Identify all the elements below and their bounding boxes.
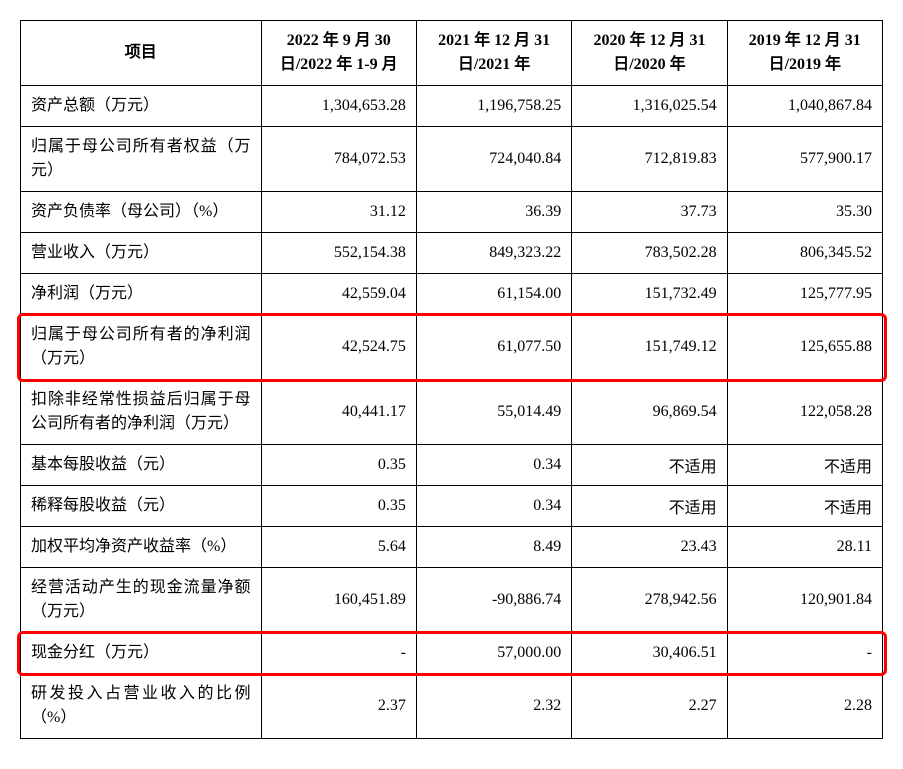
- header-period-2020: 2020 年 12 月 31 日/2020 年: [572, 21, 727, 86]
- row-value: 23.43: [572, 527, 727, 568]
- row-label: 归属于母公司所有者权益（万元）: [21, 127, 262, 192]
- row-value: 0.34: [416, 486, 571, 527]
- header-period-2019: 2019 年 12 月 31 日/2019 年: [727, 21, 882, 86]
- row-value: 不适用: [727, 486, 882, 527]
- row-value: 30,406.51: [572, 633, 727, 674]
- row-value: 不适用: [727, 445, 882, 486]
- row-value: 96,869.54: [572, 380, 727, 445]
- row-label: 稀释每股收益（元）: [21, 486, 262, 527]
- row-value: 31.12: [261, 192, 416, 233]
- table-row: 归属于母公司所有者的净利润（万元） 42,524.75 61,077.50 15…: [21, 315, 883, 380]
- row-value: -90,886.74: [416, 568, 571, 633]
- row-value: 1,316,025.54: [572, 86, 727, 127]
- row-value: 151,749.12: [572, 315, 727, 380]
- row-value: 0.34: [416, 445, 571, 486]
- row-value: -: [727, 633, 882, 674]
- row-value: 36.39: [416, 192, 571, 233]
- header-row: 项目 2022 年 9 月 30 日/2022 年 1-9 月 2021 年 1…: [21, 21, 883, 86]
- row-value: 0.35: [261, 445, 416, 486]
- table-row: 资产负债率（母公司）（%） 31.12 36.39 37.73 35.30: [21, 192, 883, 233]
- row-value: 120,901.84: [727, 568, 882, 633]
- table-row: 归属于母公司所有者权益（万元） 784,072.53 724,040.84 71…: [21, 127, 883, 192]
- table-row: 扣除非经常性损益后归属于母公司所有者的净利润（万元） 40,441.17 55,…: [21, 380, 883, 445]
- row-value: 1,040,867.84: [727, 86, 882, 127]
- row-value: 278,942.56: [572, 568, 727, 633]
- row-value: 37.73: [572, 192, 727, 233]
- row-label: 资产总额（万元）: [21, 86, 262, 127]
- row-value: 160,451.89: [261, 568, 416, 633]
- table-row: 加权平均净资产收益率（%） 5.64 8.49 23.43 28.11: [21, 527, 883, 568]
- header-period-2022: 2022 年 9 月 30 日/2022 年 1-9 月: [261, 21, 416, 86]
- row-value: 125,777.95: [727, 274, 882, 315]
- row-value: 40,441.17: [261, 380, 416, 445]
- row-value: 61,077.50: [416, 315, 571, 380]
- row-value: 2.32: [416, 674, 571, 739]
- row-label: 基本每股收益（元）: [21, 445, 262, 486]
- row-value: 35.30: [727, 192, 882, 233]
- row-value: 1,304,653.28: [261, 86, 416, 127]
- row-label: 经营活动产生的现金流量净额（万元）: [21, 568, 262, 633]
- table-body: 资产总额（万元） 1,304,653.28 1,196,758.25 1,316…: [21, 86, 883, 739]
- row-value: 724,040.84: [416, 127, 571, 192]
- row-label: 资产负债率（母公司）（%）: [21, 192, 262, 233]
- row-label: 营业收入（万元）: [21, 233, 262, 274]
- table-row: 营业收入（万元） 552,154.38 849,323.22 783,502.2…: [21, 233, 883, 274]
- row-value: 784,072.53: [261, 127, 416, 192]
- header-period-2021: 2021 年 12 月 31 日/2021 年: [416, 21, 571, 86]
- row-label: 加权平均净资产收益率（%）: [21, 527, 262, 568]
- row-value: 712,819.83: [572, 127, 727, 192]
- row-value: 552,154.38: [261, 233, 416, 274]
- financial-table: 项目 2022 年 9 月 30 日/2022 年 1-9 月 2021 年 1…: [20, 20, 883, 739]
- row-value: 不适用: [572, 445, 727, 486]
- row-value: 783,502.28: [572, 233, 727, 274]
- row-value: 577,900.17: [727, 127, 882, 192]
- row-value: 42,524.75: [261, 315, 416, 380]
- table-row: 现金分红（万元） - 57,000.00 30,406.51 -: [21, 633, 883, 674]
- row-value: 125,655.88: [727, 315, 882, 380]
- row-value: 806,345.52: [727, 233, 882, 274]
- row-label: 归属于母公司所有者的净利润（万元）: [21, 315, 262, 380]
- row-value: 122,058.28: [727, 380, 882, 445]
- row-label: 净利润（万元）: [21, 274, 262, 315]
- row-value: 不适用: [572, 486, 727, 527]
- row-label: 研发投入占营业收入的比例（%）: [21, 674, 262, 739]
- row-value: 849,323.22: [416, 233, 571, 274]
- row-value: 2.27: [572, 674, 727, 739]
- row-value: 151,732.49: [572, 274, 727, 315]
- table-row: 资产总额（万元） 1,304,653.28 1,196,758.25 1,316…: [21, 86, 883, 127]
- row-value: -: [261, 633, 416, 674]
- row-value: 2.37: [261, 674, 416, 739]
- header-item: 项目: [21, 21, 262, 86]
- table-row: 经营活动产生的现金流量净额（万元） 160,451.89 -90,886.74 …: [21, 568, 883, 633]
- row-value: 61,154.00: [416, 274, 571, 315]
- row-value: 28.11: [727, 527, 882, 568]
- table-row: 稀释每股收益（元） 0.35 0.34 不适用 不适用: [21, 486, 883, 527]
- row-value: 0.35: [261, 486, 416, 527]
- row-value: 1,196,758.25: [416, 86, 571, 127]
- row-value: 42,559.04: [261, 274, 416, 315]
- row-value: 57,000.00: [416, 633, 571, 674]
- row-value: 8.49: [416, 527, 571, 568]
- row-value: 55,014.49: [416, 380, 571, 445]
- table-row: 研发投入占营业收入的比例（%） 2.37 2.32 2.27 2.28: [21, 674, 883, 739]
- row-value: 2.28: [727, 674, 882, 739]
- row-value: 5.64: [261, 527, 416, 568]
- table-row: 净利润（万元） 42,559.04 61,154.00 151,732.49 1…: [21, 274, 883, 315]
- financial-table-wrapper: 项目 2022 年 9 月 30 日/2022 年 1-9 月 2021 年 1…: [20, 20, 883, 739]
- row-label: 扣除非经常性损益后归属于母公司所有者的净利润（万元）: [21, 380, 262, 445]
- row-label: 现金分红（万元）: [21, 633, 262, 674]
- table-row: 基本每股收益（元） 0.35 0.34 不适用 不适用: [21, 445, 883, 486]
